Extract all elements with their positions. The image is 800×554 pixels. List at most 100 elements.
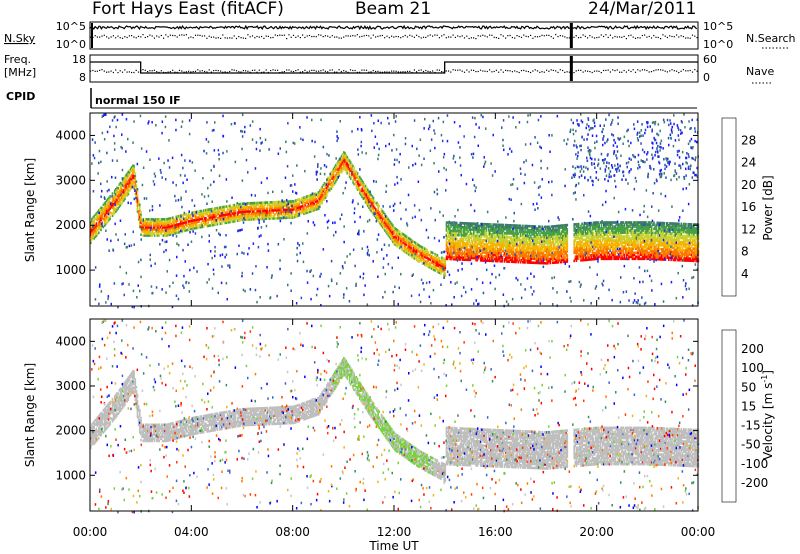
nave-dot [457,69,459,71]
power-point [282,202,285,206]
power-point [263,209,265,213]
power-point [217,210,220,214]
power-point [159,232,162,235]
nsearch-dot [621,36,623,38]
power-point [349,165,352,168]
power-point [421,252,424,255]
power-point [261,201,263,205]
nsearch-dot [459,36,461,38]
power-point [132,182,134,186]
nave-dot [226,71,228,73]
power-point [454,231,457,235]
power-point [457,245,459,249]
power-point [316,207,319,211]
power-point [377,219,379,223]
power-point [99,217,101,221]
power-point [259,207,262,211]
power-point [368,206,370,209]
power-point [394,227,396,230]
power-point [143,220,146,223]
power-point [248,202,251,205]
power-point [246,210,248,213]
power-point [180,220,182,223]
power-point [221,222,223,225]
power-point [205,218,207,222]
power-point [305,207,308,211]
power-point [127,184,130,188]
power-point [292,200,295,203]
power-point [199,217,201,221]
power-point [329,183,331,186]
power-point [320,201,322,205]
power-point [420,257,423,261]
power-point [278,214,280,218]
power-point [440,266,442,269]
power-point [200,221,203,225]
power-point [241,208,244,211]
nave-dot [520,70,523,72]
nsearch-dot [518,35,520,38]
nave-dot [493,70,495,73]
power-point [365,190,368,194]
nave-dot [368,71,370,73]
power-point [108,210,110,214]
power-point [125,179,127,183]
power-point [360,189,362,193]
power-point [302,210,304,214]
power-point [274,202,277,206]
nave-dot [443,71,445,73]
power-point [230,216,232,220]
power-point [331,173,334,176]
nsearch-dot [226,37,228,39]
power-point [163,222,165,225]
nave-dot [655,69,657,71]
power-point [96,210,99,214]
power-point [194,220,197,224]
power-point [111,200,114,203]
power-point [302,204,304,208]
power-point [237,207,239,210]
power-point [124,187,126,191]
power-point [156,218,158,221]
power-point [455,254,458,257]
power-point [262,207,264,211]
nave-dot [324,70,326,72]
nsky-label: N.Sky [4,32,36,45]
power-point [205,216,207,220]
power-point [445,257,448,261]
power-point [217,208,220,212]
power-point [302,208,304,212]
nsearch-dot [655,36,657,38]
power-point [334,181,336,185]
power-point [367,204,369,208]
power-point [178,222,181,226]
power-point [414,247,417,251]
power-point [98,225,100,228]
power-point [387,227,390,231]
power-point [229,204,231,208]
power-point [126,186,129,189]
nave-dot [637,69,639,71]
power-point [420,247,423,251]
nsearch-dot [639,37,641,39]
power-point [214,213,216,216]
nave-dot [593,70,596,72]
nave-dot [445,70,447,72]
power-point [136,208,139,211]
power-point [242,214,245,217]
power-point [295,215,297,218]
power-point [451,241,453,245]
power-point [245,218,247,221]
power-point [348,173,351,177]
power-point [161,224,164,227]
power-point [437,268,440,272]
power-point [452,247,455,251]
nsearch-dot [199,34,201,36]
power-point [178,216,181,220]
power-point [406,236,409,239]
power-point [281,204,284,208]
power-point [95,224,98,227]
power-point [100,218,102,222]
power-point [383,217,385,220]
power-point [306,209,309,212]
